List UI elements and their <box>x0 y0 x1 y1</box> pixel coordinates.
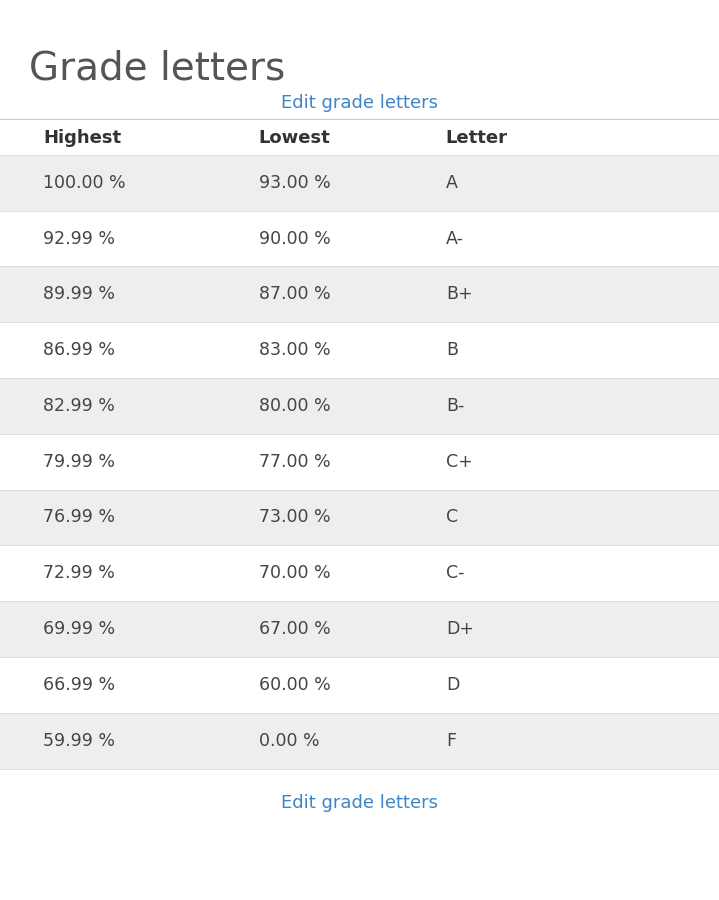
Text: B+: B+ <box>446 285 472 303</box>
Text: 60.00 %: 60.00 % <box>259 676 331 694</box>
Text: 0.00 %: 0.00 % <box>259 732 319 750</box>
Text: 79.99 %: 79.99 % <box>43 453 115 471</box>
Text: C: C <box>446 508 458 526</box>
Text: 83.00 %: 83.00 % <box>259 341 331 359</box>
Text: C+: C+ <box>446 453 472 471</box>
Text: Highest: Highest <box>43 129 122 147</box>
Text: 90.00 %: 90.00 % <box>259 230 331 248</box>
Text: 70.00 %: 70.00 % <box>259 564 331 582</box>
Text: B: B <box>446 341 458 359</box>
Bar <box>0 490 719 545</box>
Bar <box>0 266 719 322</box>
Text: 92.99 %: 92.99 % <box>43 230 115 248</box>
Text: 77.00 %: 77.00 % <box>259 453 331 471</box>
Text: 72.99 %: 72.99 % <box>43 564 115 582</box>
Bar <box>0 545 719 601</box>
Bar <box>0 378 719 434</box>
Bar <box>0 601 719 657</box>
Text: 73.00 %: 73.00 % <box>259 508 331 526</box>
Bar <box>0 657 719 713</box>
Text: 67.00 %: 67.00 % <box>259 620 331 638</box>
Bar <box>0 434 719 490</box>
Text: B-: B- <box>446 397 464 415</box>
Text: 93.00 %: 93.00 % <box>259 174 331 192</box>
Text: Edit grade letters: Edit grade letters <box>281 794 438 812</box>
Bar <box>0 155 719 211</box>
Text: Grade letters: Grade letters <box>29 50 285 87</box>
Text: F: F <box>446 732 456 750</box>
Text: A: A <box>446 174 458 192</box>
Text: 66.99 %: 66.99 % <box>43 676 115 694</box>
Text: C-: C- <box>446 564 464 582</box>
Text: D+: D+ <box>446 620 474 638</box>
Bar <box>0 211 719 266</box>
Text: 80.00 %: 80.00 % <box>259 397 331 415</box>
Text: A-: A- <box>446 230 464 248</box>
Text: 69.99 %: 69.99 % <box>43 620 115 638</box>
Text: 87.00 %: 87.00 % <box>259 285 331 303</box>
Text: 82.99 %: 82.99 % <box>43 397 115 415</box>
Bar <box>0 322 719 378</box>
Text: D: D <box>446 676 459 694</box>
Text: 59.99 %: 59.99 % <box>43 732 115 750</box>
Bar <box>0 713 719 769</box>
Text: Edit grade letters: Edit grade letters <box>281 94 438 112</box>
Text: 100.00 %: 100.00 % <box>43 174 126 192</box>
Text: 76.99 %: 76.99 % <box>43 508 115 526</box>
Text: Letter: Letter <box>446 129 508 147</box>
Text: 89.99 %: 89.99 % <box>43 285 115 303</box>
Text: Lowest: Lowest <box>259 129 331 147</box>
Text: 86.99 %: 86.99 % <box>43 341 115 359</box>
